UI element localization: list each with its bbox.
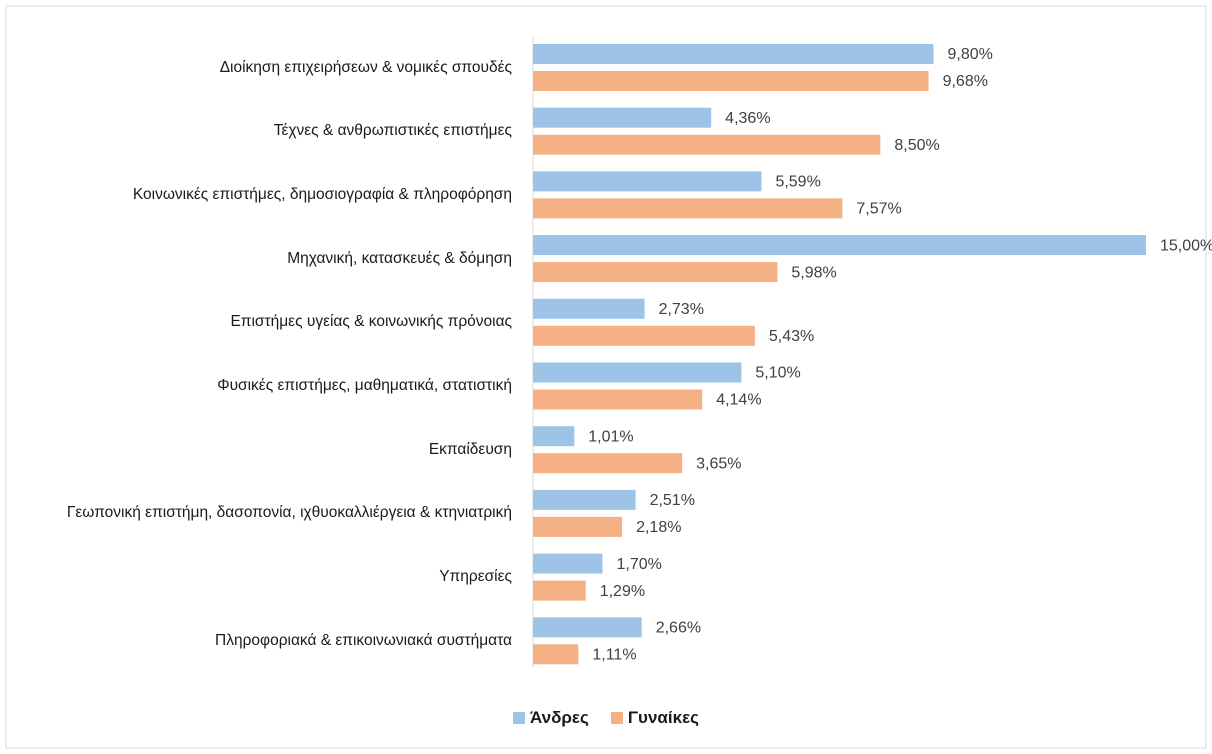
category-label: Γεωπονική επιστήμη, δασοπονία, ιχθυοκαλλ… <box>66 504 512 522</box>
data-label: 1,11% <box>592 647 636 664</box>
data-label: 2,51% <box>650 492 695 509</box>
bar <box>533 553 603 574</box>
category-label: Επιστήμες υγείας & κοινωνικής πρόνοιας <box>230 313 512 331</box>
data-label: 8,50% <box>894 137 939 154</box>
legend-swatch <box>610 712 623 724</box>
bar <box>533 298 645 319</box>
data-label: 5,59% <box>775 174 820 191</box>
data-label: 1,01% <box>588 428 633 445</box>
data-label: 9,80% <box>947 46 992 63</box>
legend-label: Άνδρες <box>530 708 589 727</box>
bar <box>533 453 683 474</box>
bar <box>533 198 843 219</box>
category-label: Τέχνες & ανθρωπιστικές επιστήμες <box>273 122 512 140</box>
data-label: 5,98% <box>791 264 836 281</box>
data-label: 2,18% <box>636 519 681 536</box>
data-label: 15,00% <box>1160 237 1212 254</box>
category-label: Μηχανική, κατασκευές & δόμηση <box>287 249 512 267</box>
bar <box>533 617 642 638</box>
bar <box>533 171 762 192</box>
category-label: Κοινωνικές επιστήμες, δημοσιογραφία & πλ… <box>132 185 512 203</box>
bar <box>533 235 1146 256</box>
data-label: 3,65% <box>696 455 741 472</box>
data-label: 5,43% <box>769 328 814 345</box>
data-label: 2,66% <box>656 620 701 637</box>
bar <box>533 580 586 601</box>
legend-label: Γυναίκες <box>627 708 699 727</box>
legend: Άνδρες Γυναίκες <box>0 708 1212 728</box>
category-label: Φυσικές επιστήμες, μαθηματικά, στατιστικ… <box>217 377 512 394</box>
category-label: Εκπαίδευση <box>428 440 512 458</box>
frame <box>5 5 1207 749</box>
bar <box>533 134 881 155</box>
data-label: 7,57% <box>856 201 901 218</box>
legend-swatch <box>513 712 525 724</box>
data-label: 2,73% <box>659 301 704 318</box>
category-label: Διοίκηση επιχειρήσεων & νομικές σπουδές <box>219 58 512 76</box>
data-label: 1,29% <box>600 583 645 600</box>
data-label: 1,70% <box>616 556 661 573</box>
bar <box>533 325 755 346</box>
bar <box>533 489 636 510</box>
legend-item: Άνδρες <box>513 708 589 728</box>
bar <box>533 262 778 283</box>
bar <box>533 107 712 128</box>
bar <box>533 426 575 447</box>
data-label: 5,10% <box>755 365 800 382</box>
data-label: 4,36% <box>725 110 770 127</box>
bar <box>533 71 929 91</box>
bar <box>533 44 934 64</box>
bar <box>533 516 623 537</box>
data-label: 9,68% <box>943 73 988 90</box>
category-label: Πληροφοριακά & επικοινωνιακά συστήματα <box>215 631 512 649</box>
legend-item: Γυναίκες <box>610 708 699 728</box>
bar <box>533 644 579 665</box>
bar <box>533 362 742 383</box>
category-label: Υπηρεσίες <box>439 568 512 586</box>
data-label: 4,14% <box>716 392 761 409</box>
bar <box>533 389 703 410</box>
